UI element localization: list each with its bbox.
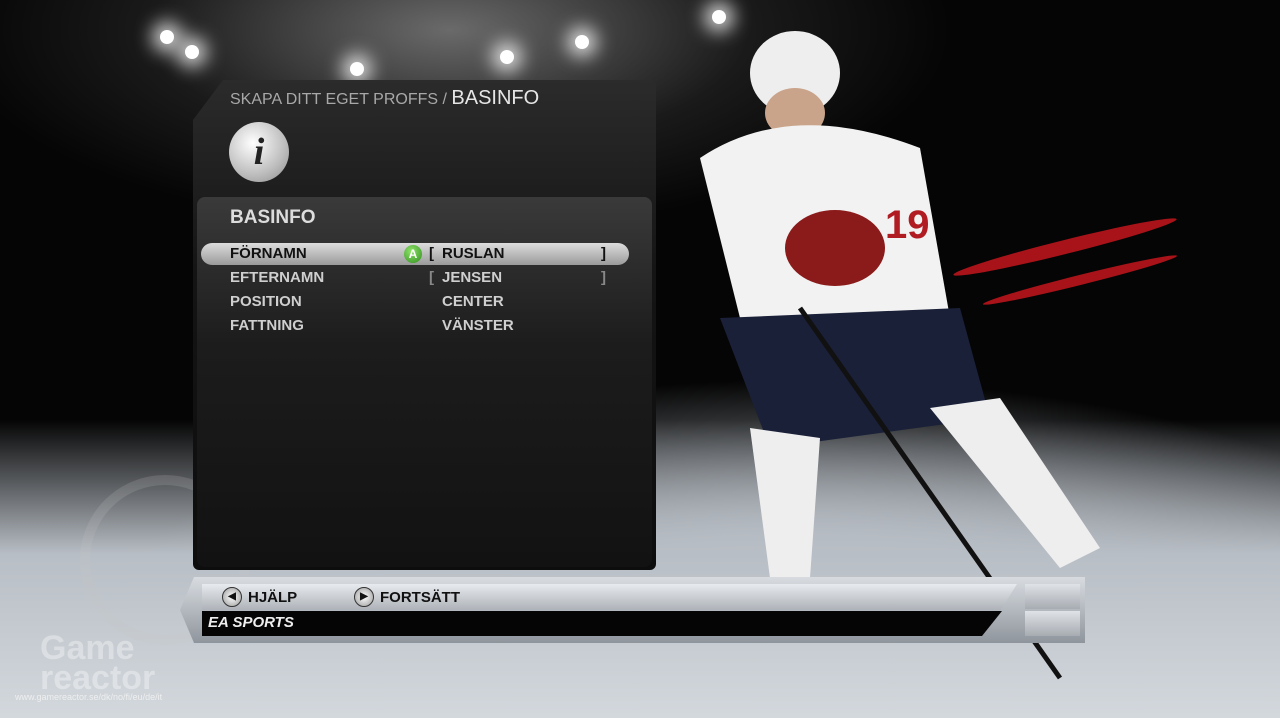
bracket-open: [ — [429, 245, 434, 262]
row-label: FATTNING — [230, 317, 304, 334]
menu-row-fornamn[interactable]: FÖRNAMN A [ RUSLAN ] — [201, 243, 629, 265]
bracket-open: [ — [429, 269, 434, 286]
breadcrumb-current: BASINFO — [451, 87, 540, 109]
footer-bar: ◀ HJÄLP ▶ FORTSÄTT EA SPORTS — [180, 577, 1085, 643]
continue-label: FORTSÄTT — [380, 588, 460, 606]
menu-row-fattning[interactable]: FATTNING VÄNSTER — [201, 315, 629, 337]
bracket-close: ] — [601, 245, 606, 262]
row-value: VÄNSTER — [442, 317, 514, 334]
footer-side-panel — [1025, 611, 1080, 636]
help-label: HJÄLP — [248, 588, 298, 606]
button-hints: ◀ HJÄLP ▶ FORTSÄTT — [202, 584, 1017, 610]
basinfo-section: BASINFO FÖRNAMN A [ RUSLAN ] EFTERNAMN [… — [197, 197, 652, 567]
section-title: BASINFO — [230, 207, 316, 228]
watermark-url: www.gamereactor.se/dk/no/fi/eu/de/it — [15, 692, 163, 702]
arena-light — [350, 62, 364, 76]
row-value: JENSEN — [442, 269, 503, 286]
a-button-icon: A — [404, 245, 422, 263]
row-label: POSITION — [230, 293, 302, 310]
left-bumper-icon: ◀ — [222, 587, 242, 607]
arena-light — [575, 35, 589, 49]
arena-light — [185, 45, 199, 59]
menu-row-efternamn[interactable]: EFTERNAMN [ JENSEN ] — [201, 267, 629, 289]
row-label: EFTERNAMN — [230, 269, 325, 286]
jersey-number: 19 — [885, 203, 930, 247]
arena-light — [500, 50, 514, 64]
menu-row-position[interactable]: POSITION CENTER — [201, 291, 629, 313]
continue-hint[interactable]: ▶ FORTSÄTT — [354, 587, 460, 607]
hockey-player-image: 19 — [700, 31, 1100, 680]
right-bumper-icon: ▶ — [354, 587, 374, 607]
info-icon: i — [229, 122, 289, 182]
arena-light — [712, 10, 726, 24]
footer-side-panel — [1025, 584, 1080, 609]
row-value: CENTER — [442, 293, 504, 310]
brand-strip: EA SPORTS — [202, 611, 1002, 636]
row-value: RUSLAN — [442, 245, 505, 262]
gamereactor-watermark: Game reactor — [40, 629, 156, 697]
breadcrumb: SKAPA DITT EGET PROFFS / BASINFO — [230, 87, 539, 110]
bracket-close: ] — [601, 269, 606, 286]
breadcrumb-parent: SKAPA DITT EGET PROFFS / — [230, 91, 447, 108]
ea-sports-logo: EA SPORTS — [208, 614, 294, 631]
row-label: FÖRNAMN — [230, 245, 307, 262]
arena-light — [160, 30, 174, 44]
create-player-panel: SKAPA DITT EGET PROFFS / BASINFO i BASIN… — [193, 80, 656, 570]
help-hint[interactable]: ◀ HJÄLP — [222, 587, 297, 607]
